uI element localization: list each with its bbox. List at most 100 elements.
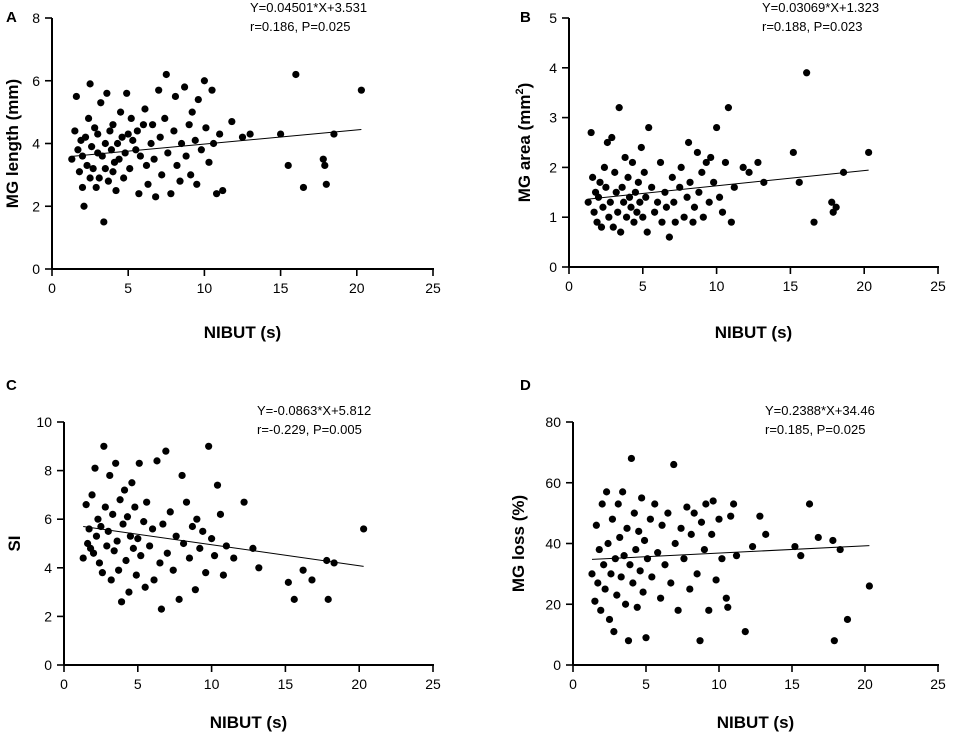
data-point-a [170,127,178,135]
data-point-a [156,133,164,141]
data-point-b [602,183,610,191]
data-point-c [157,605,166,613]
x-tick-label-c: 5 [134,676,142,692]
data-point-b [621,153,629,162]
data-point-d [702,500,710,508]
data-point-c [137,552,145,560]
y-tick-label-c: 6 [44,511,52,527]
data-point-a [161,114,169,122]
data-point-a [142,161,151,170]
data-point-a [126,165,134,173]
data-point-b [658,218,666,226]
x-tick-label-a: 25 [425,280,441,296]
data-point-c [308,576,316,584]
x-tick-label-d: 10 [711,676,727,692]
data-point-d [629,579,637,587]
data-point-a [200,77,208,85]
data-point-a [97,99,105,107]
data-point-a [141,105,149,113]
data-point-a [132,146,140,154]
data-point-b [639,213,647,221]
data-point-d [741,627,749,636]
y-tick-label-a: 8 [32,10,40,26]
data-point-b [727,218,735,226]
data-point-d [829,536,837,545]
x-tick-label-d: 5 [642,676,650,692]
data-point-a [208,86,216,94]
x-tick-label-b: 15 [783,278,799,294]
data-point-d [617,573,625,581]
data-point-c [123,513,132,521]
data-point-c [175,595,183,603]
data-point-c [182,498,191,506]
data-point-b [670,198,678,206]
data-point-b [627,203,635,211]
data-point-d [630,509,638,517]
panel-letter-c: C [6,377,17,394]
data-point-a [78,152,87,160]
data-point-d [671,539,679,548]
data-point-d [690,509,698,517]
data-point-d [797,552,805,560]
data-point-b [745,168,753,176]
data-point-c [117,598,126,606]
data-point-d [642,634,650,642]
data-point-a [188,108,196,116]
data-point-c [115,566,123,574]
data-point-b [605,213,613,221]
data-point-c [185,554,194,562]
data-point-b [832,203,840,211]
data-point-d [654,549,662,557]
data-point-d [836,545,844,554]
data-point-d [727,512,735,520]
data-point-d [705,606,713,614]
data-point-a [191,136,199,144]
data-point-d [624,637,633,645]
y-tick-label-c: 8 [44,463,52,479]
data-point-d [715,515,723,523]
data-point-d [639,588,647,596]
data-point-d [667,579,675,587]
data-point-d [722,594,730,602]
data-point-d [626,561,634,569]
data-point-b [642,193,650,201]
data-point-c [110,547,118,555]
regression-equation-d: Y=0.2388*X+34.46 [765,403,875,418]
data-point-b [689,218,697,226]
data-point-d [605,615,614,624]
data-point-a [88,143,96,151]
x-tick-label-c: 25 [425,676,441,692]
data-point-d [591,597,599,605]
data-point-c [202,569,210,577]
panel-a: A 0 5 10 15 20 25 0 2 4 6 8 NIBUT (s) MG length (mm) Y… [3,0,441,342]
data-point-c [193,515,201,523]
x-tick-label-a: 5 [124,280,132,296]
data-point-c [120,486,129,494]
data-point-c [166,508,174,516]
x-axis-title-b: NIBUT (s) [715,323,792,342]
data-point-b [608,133,616,142]
data-point-a [284,161,292,170]
data-point-b [630,218,638,226]
data-point-c [146,542,154,550]
y-axis-title-a: MG length (mm) [3,79,22,208]
data-point-b [612,188,620,196]
data-point-a [147,139,155,148]
data-point-d [597,606,605,614]
data-point-a [158,171,166,179]
data-point-d [748,542,757,551]
data-point-b [651,208,659,216]
data-point-a [135,190,143,198]
data-point-d [632,545,640,554]
data-point-d [619,488,627,496]
data-point-b [599,203,607,211]
x-tick-label-b: 10 [709,278,725,294]
data-point-b [587,128,595,137]
data-point-c [79,554,87,562]
data-point-c [131,503,139,511]
data-point-a [277,130,285,138]
data-point-a [177,139,186,148]
data-point-b [584,198,592,206]
data-point-b [713,123,721,132]
data-point-b [684,138,693,147]
